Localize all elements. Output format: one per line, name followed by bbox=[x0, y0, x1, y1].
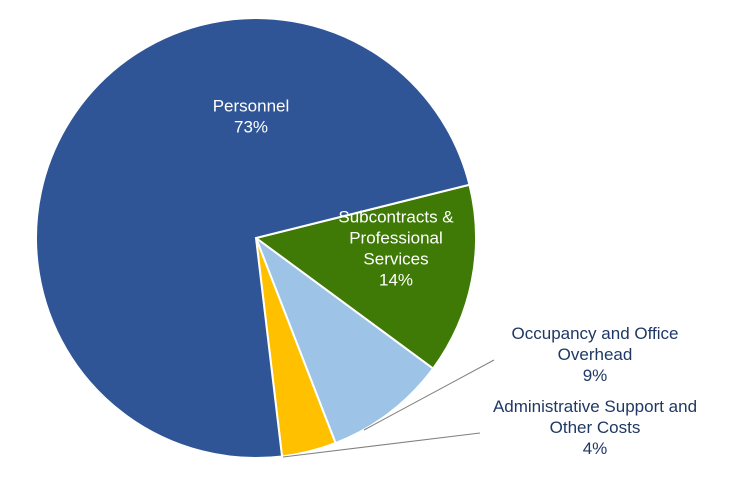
slice-subcontracts bbox=[253, 183, 477, 370]
slice-occupancy bbox=[253, 235, 435, 445]
slice-value-label: 73% bbox=[234, 118, 268, 137]
slice-name-label: Overhead bbox=[558, 345, 633, 364]
slice-name-label: Subcontracts & bbox=[338, 208, 454, 227]
label-administrative: Administrative Support and Other Costs 4% bbox=[493, 397, 697, 458]
label-subcontracts: Subcontracts & Professional Services 14% bbox=[338, 208, 454, 290]
slice-name-label: Occupancy and Office bbox=[512, 324, 679, 343]
label-personnel: Personnel 73% bbox=[213, 97, 290, 137]
slice-personnel bbox=[35, 17, 471, 459]
leader-line bbox=[363, 359, 495, 431]
slice-name-label: Administrative Support and bbox=[493, 397, 697, 416]
slice-name-label: Other Costs bbox=[550, 418, 641, 437]
slice-labels: Subcontracts & Professional Services 14% Occ… bbox=[213, 97, 697, 459]
leader-lines bbox=[282, 359, 495, 458]
slice-value-label: 9% bbox=[583, 366, 608, 385]
slice-name-label: Personnel bbox=[213, 97, 290, 116]
leader-line bbox=[282, 432, 481, 458]
label-occupancy: Occupancy and Office Overhead 9% bbox=[512, 324, 679, 385]
slice-value-label: 14% bbox=[379, 271, 413, 290]
pie-slices bbox=[35, 17, 477, 459]
slice-value-label: 4% bbox=[583, 439, 608, 458]
slice-name-label: Services bbox=[363, 250, 428, 269]
slice-name-label: Professional bbox=[349, 229, 443, 248]
